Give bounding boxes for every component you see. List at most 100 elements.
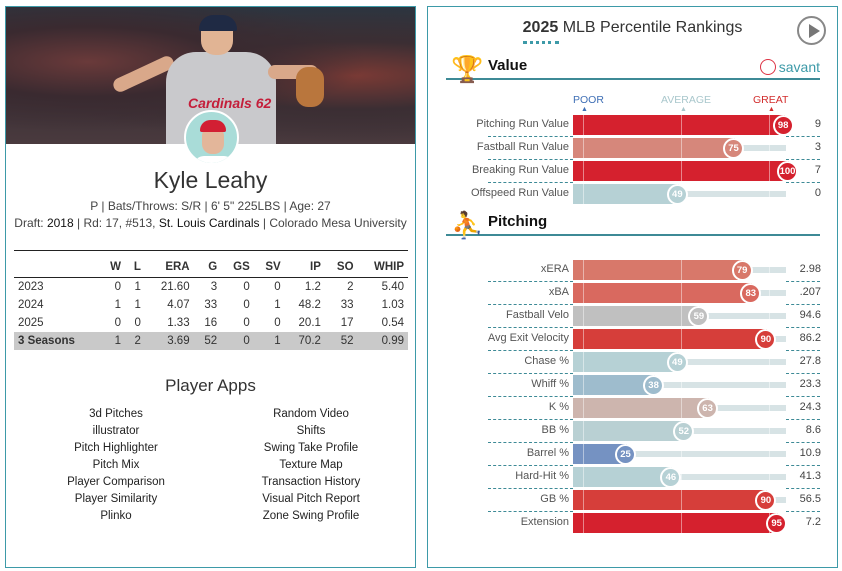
great-line <box>769 161 770 181</box>
app-link[interactable]: Player Comparison <box>67 476 165 488</box>
stats-cell: 3 <box>210 280 218 293</box>
scale-great: GREAT <box>753 94 789 106</box>
poor-line <box>583 513 584 533</box>
percentile-bar <box>573 421 686 441</box>
stats-cell: 1 <box>274 298 281 311</box>
percentile-row[interactable]: Chase % 49 27.8 <box>428 352 839 373</box>
great-line <box>769 184 770 204</box>
row-divider <box>488 442 573 443</box>
metric-value: 10.9 <box>799 447 821 459</box>
percentile-row[interactable]: K % 63 24.3 <box>428 398 839 419</box>
app-link[interactable]: Transaction History <box>261 476 361 488</box>
app-link[interactable]: Shifts <box>296 425 326 437</box>
percentile-badge: 25 <box>615 444 636 465</box>
metric-label: Barrel % <box>526 447 569 459</box>
metric-value: 0 <box>814 187 821 199</box>
stats-cell: 2024 <box>18 298 44 311</box>
stats-table: W L ERA G GS SV IP SO WHIP 2023 0 1 21.60 3 0 0 1.2 2 5.40… <box>14 250 408 350</box>
percentile-row[interactable]: GB % 90 56.5 <box>428 490 839 511</box>
percentile-row[interactable]: Avg Exit Velocity 90 86.2 <box>428 329 839 350</box>
percentile-bar <box>573 161 789 181</box>
stats-cell: 20.1 <box>298 316 321 329</box>
metric-value: 24.3 <box>799 401 821 413</box>
savant-logo[interactable]: savant <box>759 59 820 75</box>
row-divider <box>488 373 573 374</box>
percentile-badge: 90 <box>755 490 777 511</box>
row-divider <box>488 511 573 512</box>
player-card: Cardinals 62 Kyle Leahy P | Bats/Throws:… <box>5 6 416 568</box>
percentile-row[interactable]: Extension 95 7.2 <box>428 513 839 534</box>
section-title: Value <box>488 57 528 74</box>
stats-row: 2024 1 1 4.07 33 0 1 48.2 33 1.03 <box>14 296 408 314</box>
percentile-row[interactable]: xBA 83 .207 <box>428 283 839 304</box>
percentile-row[interactable]: Fastball Run Value 75 3 <box>428 138 839 159</box>
metric-label: Fastball Velo <box>506 309 569 321</box>
percentile-badge: 49 <box>666 352 688 373</box>
section-value: 🏆 Value savant <box>446 54 820 84</box>
percentile-row[interactable]: Hard-Hit % 46 41.3 <box>428 467 839 488</box>
stats-cell: 21.60 <box>160 280 190 293</box>
percentile-row[interactable]: Pitching Run Value 98 9 <box>428 115 839 136</box>
app-link[interactable]: Zone Swing Profile <box>262 510 360 522</box>
app-link[interactable]: Pitch Mix <box>92 459 140 471</box>
percentile-bar <box>573 352 679 372</box>
metric-label: xERA <box>540 263 569 275</box>
percentile-badge: 90 <box>755 329 777 350</box>
metric-value: 8.6 <box>805 424 821 436</box>
poor-line <box>583 421 584 441</box>
average-line <box>681 490 682 510</box>
stats-header: IP <box>284 250 325 278</box>
app-link[interactable]: Visual Pitch Report <box>262 493 360 505</box>
app-link[interactable]: Plinko <box>100 510 132 522</box>
row-divider <box>786 511 820 512</box>
app-link[interactable]: illustrator <box>92 425 140 437</box>
metric-label: Pitching Run Value <box>476 118 569 130</box>
percentile-row[interactable]: BB % 52 8.6 <box>428 421 839 442</box>
percentile-bar <box>573 513 779 533</box>
poor-line <box>583 260 584 280</box>
stats-header: L <box>124 250 145 278</box>
metric-value: 41.3 <box>799 470 821 482</box>
metric-value: 86.2 <box>799 332 821 344</box>
app-link[interactable]: Swing Take Profile <box>263 442 359 454</box>
percentile-row[interactable]: xERA 79 2.98 <box>428 260 839 281</box>
percentile-bar <box>573 490 768 510</box>
great-line <box>769 260 770 280</box>
metric-label: Fastball Run Value <box>476 141 569 153</box>
app-link[interactable]: Player Similarity <box>74 493 158 505</box>
app-link[interactable]: 3d Pitches <box>89 408 143 420</box>
row-divider <box>488 465 573 466</box>
row-divider <box>786 419 820 420</box>
percentile-row[interactable]: Whiff % 38 23.3 <box>428 375 839 396</box>
metric-label: Whiff % <box>531 378 569 390</box>
poor-line <box>583 467 584 487</box>
player-action-photo: Cardinals 62 <box>6 7 415 144</box>
metric-value: 3 <box>814 141 821 153</box>
app-link[interactable]: Texture Map <box>279 459 343 471</box>
trophy-icon: 🏆 <box>451 54 484 84</box>
percentile-row[interactable]: Breaking Run Value 100 7 <box>428 161 839 182</box>
stats-cell: 48.2 <box>298 298 321 311</box>
percentile-bar <box>573 398 710 418</box>
percentile-row[interactable]: Offspeed Run Value 49 0 <box>428 184 839 205</box>
percentile-bar <box>573 306 701 326</box>
percentile-bar <box>573 375 656 395</box>
jersey-text: Cardinals 62 <box>188 95 272 111</box>
stats-cell: 0 <box>221 331 254 350</box>
percentile-row[interactable]: Barrel % 25 10.9 <box>428 444 839 465</box>
app-link[interactable]: Pitch Highlighter <box>74 442 158 454</box>
row-divider <box>786 159 820 160</box>
stats-cell: 52 <box>193 331 222 350</box>
percentile-bar <box>573 283 753 303</box>
metric-value: 94.6 <box>799 309 821 321</box>
app-link[interactable]: Random Video <box>273 408 349 420</box>
percentile-bar <box>573 467 673 487</box>
play-button[interactable] <box>797 16 826 45</box>
average-marker-icon: ▲ <box>680 106 687 113</box>
percentile-row[interactable]: Fastball Velo 59 94.6 <box>428 306 839 327</box>
stats-header <box>14 250 100 278</box>
poor-line <box>583 306 584 326</box>
percentile-badge: 52 <box>673 421 695 442</box>
average-line <box>681 115 682 135</box>
scale-average: AVERAGE <box>661 94 711 106</box>
